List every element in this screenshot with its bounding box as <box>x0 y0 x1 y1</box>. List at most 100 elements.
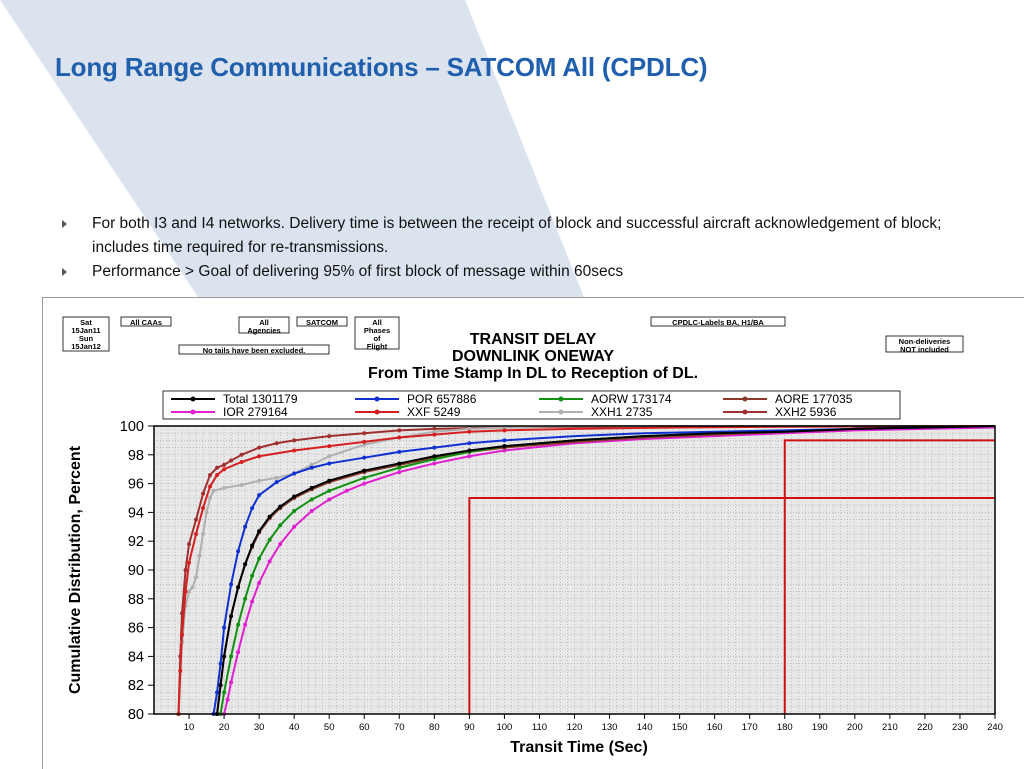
x-tick-label: 140 <box>637 722 653 733</box>
series-point <box>211 488 216 493</box>
series-point <box>292 524 297 529</box>
x-tick-label: 170 <box>742 722 758 733</box>
series-point <box>236 585 241 590</box>
series-point <box>467 441 472 446</box>
series-point <box>243 524 248 529</box>
bullet-text: Performance > Goal of delivering 95% of … <box>92 263 624 280</box>
date-range-text: 15Jan12 <box>71 342 101 351</box>
legend-label: AORW 173174 <box>591 392 672 406</box>
series-point <box>362 481 367 486</box>
x-tick-label: 230 <box>952 722 968 733</box>
x-axis-label: Transit Time (Sec) <box>510 739 648 756</box>
x-tick-label: 120 <box>567 722 583 733</box>
series-point <box>309 497 314 502</box>
series-point <box>208 484 213 489</box>
legend-swatch-marker <box>558 396 564 402</box>
series-point <box>194 517 199 522</box>
series-point <box>467 448 472 453</box>
series-point <box>187 542 192 547</box>
y-tick-label: 82 <box>128 678 144 694</box>
legend-label: POR 657886 <box>407 392 477 406</box>
series-point <box>467 426 472 431</box>
x-tick-label: 80 <box>429 722 440 733</box>
x-tick-label: 190 <box>812 722 828 733</box>
series-point <box>257 580 262 585</box>
x-tick-label: 160 <box>707 722 723 733</box>
legend-label: IOR 279164 <box>223 405 288 419</box>
series-point <box>236 650 241 655</box>
series-point <box>257 445 262 450</box>
series-point <box>397 470 402 475</box>
series-point <box>208 496 213 500</box>
series-point <box>239 483 244 488</box>
series-point <box>292 438 297 443</box>
series-point <box>239 452 244 457</box>
bullet-item: Performance > Goal of delivering 95% of … <box>62 260 962 284</box>
series-point <box>197 553 202 558</box>
series-point <box>229 680 234 685</box>
legend-swatch-marker <box>374 396 380 402</box>
x-tick-label: 100 <box>496 722 512 733</box>
caa-filter-box <box>120 316 172 327</box>
series-point <box>397 449 402 454</box>
series-point <box>362 475 367 480</box>
series-point <box>215 465 220 470</box>
series-point <box>362 468 367 473</box>
chart-subtitle-2: From Time Stamp In DL to Reception of DL… <box>368 365 698 382</box>
y-tick-label: 94 <box>128 505 144 521</box>
goal-threshold-line <box>468 497 995 714</box>
caa-filter-text: All CAAs <box>130 318 162 327</box>
agency-filter-text: All <box>259 318 269 327</box>
series-point <box>292 471 297 476</box>
series-point <box>222 467 227 472</box>
x-tick-label: 50 <box>324 722 335 733</box>
nondelivery-note-text: NOT included <box>900 345 949 354</box>
series-line <box>212 425 996 715</box>
nondelivery-note-text: Non-deliveries <box>899 337 951 346</box>
series-point <box>250 543 255 548</box>
tails-note-box <box>178 344 330 355</box>
series-point <box>229 458 234 463</box>
series-point <box>432 461 437 466</box>
x-tick-label: 150 <box>672 722 688 733</box>
chart-subtitle: DOWNLINK ONEWAY <box>452 348 614 365</box>
x-tick-label: 200 <box>847 722 863 733</box>
y-tick-label: 100 <box>120 419 144 435</box>
x-tick-label: 40 <box>289 722 300 733</box>
legend-swatch-marker <box>374 409 380 415</box>
series-point <box>204 510 209 515</box>
series-point <box>215 690 220 695</box>
series-point <box>292 508 297 513</box>
series-point <box>218 683 223 688</box>
series-point <box>467 454 472 459</box>
date-range-text: 15Jan11 <box>71 326 100 335</box>
bullet-list: For both I3 and I4 networks. Delivery ti… <box>62 212 962 284</box>
date-range-text: Sat <box>80 318 92 327</box>
series-point <box>257 493 262 498</box>
series-point <box>327 488 332 493</box>
legend-swatch-marker <box>742 409 748 415</box>
y-tick-label: 80 <box>128 707 144 723</box>
x-tick-label: 110 <box>532 722 547 733</box>
x-tick-label: 30 <box>254 722 265 733</box>
series-point <box>467 429 472 434</box>
y-tick-label: 88 <box>128 592 144 608</box>
agency-filter-box <box>238 316 290 334</box>
series-point <box>218 661 223 666</box>
series-point <box>362 442 367 447</box>
phase-filter-text: All <box>372 318 382 327</box>
series-point <box>292 494 297 499</box>
series-point <box>180 632 185 637</box>
series-point <box>274 475 279 480</box>
series-point <box>190 585 195 590</box>
series-point <box>274 480 279 485</box>
series-point <box>236 622 241 627</box>
y-tick-label: 96 <box>128 477 144 493</box>
series-point <box>278 523 283 528</box>
series-point <box>432 457 437 462</box>
series-point <box>362 439 367 444</box>
series-point <box>327 444 332 449</box>
series-point <box>250 573 255 578</box>
series-point <box>274 441 279 446</box>
series-point <box>362 455 367 460</box>
